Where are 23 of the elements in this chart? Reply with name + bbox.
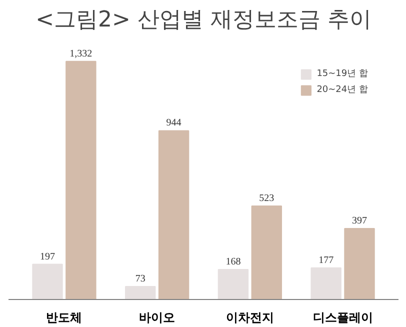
bar [344, 228, 375, 300]
bar [310, 267, 342, 300]
bar [125, 286, 156, 300]
x-tick-label: 이차전지 [226, 310, 274, 324]
chart-title: <그림2> 산업별 재정보조금 추이 [36, 8, 372, 32]
data-label: 944 [166, 118, 182, 129]
data-label: 177 [318, 254, 334, 266]
x-tick-label: 디스플레이 [312, 310, 373, 324]
x-tick-label: 바이오 [139, 310, 176, 324]
data-label: 168 [226, 256, 241, 268]
bar [66, 60, 96, 300]
data-label: 197 [40, 251, 55, 262]
bar [251, 205, 282, 300]
x-tick-label: 반도체 [46, 310, 82, 324]
data-label: 73 [135, 273, 146, 284]
bar [158, 130, 190, 300]
data-label: 523 [259, 192, 274, 204]
bar [218, 268, 249, 300]
legend-label: 20~24년 합 [316, 84, 368, 96]
bar [32, 264, 63, 300]
data-label: 397 [352, 216, 367, 227]
data-label: 1,332 [70, 48, 92, 60]
legend-label: 15~19년 합 [316, 68, 368, 80]
